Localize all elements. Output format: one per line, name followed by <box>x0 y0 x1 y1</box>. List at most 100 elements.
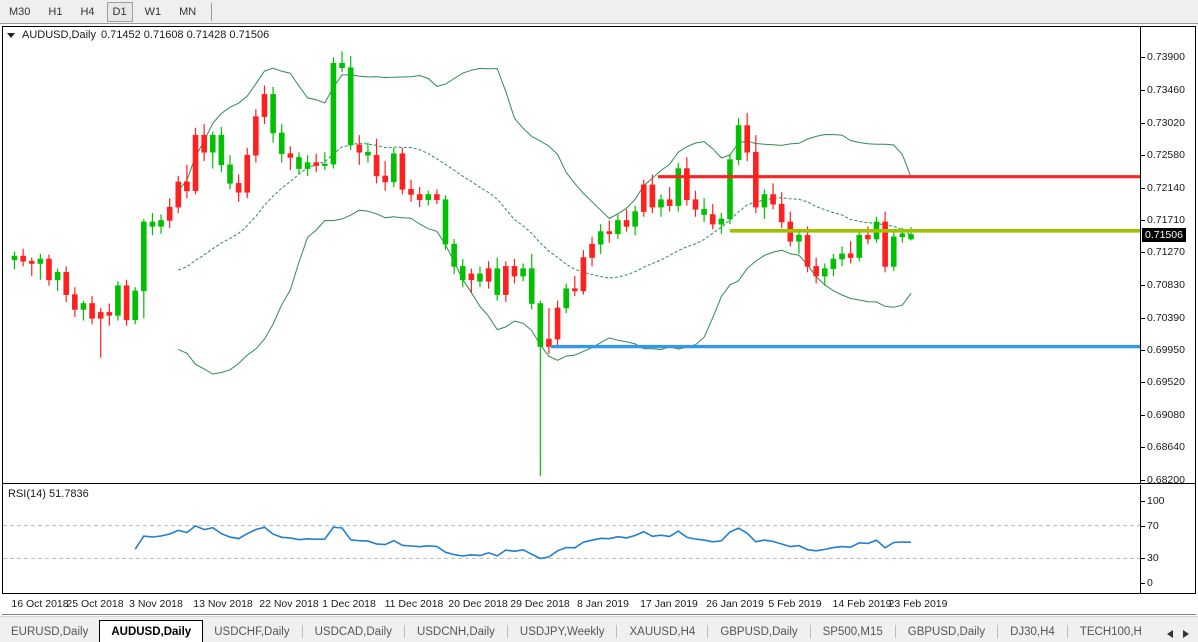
time-axis-label: 1 Dec 2018 <box>322 598 376 610</box>
price-tick <box>1141 89 1145 91</box>
symbol-tab-gbpusd-daily[interactable]: GBPUSD,Daily <box>907 625 986 638</box>
toolbar-divider <box>211 2 213 21</box>
time-axis-label: 11 Dec 2018 <box>384 598 444 610</box>
tab-divider <box>506 625 508 638</box>
rsi-axis-label: 100 <box>1147 495 1165 507</box>
rsi-axis-label: 0 <box>1147 577 1153 589</box>
symbol-tab-usdchf-daily[interactable]: USDCHF,Daily <box>214 625 290 638</box>
rsi-tick <box>1141 501 1145 502</box>
price-tick <box>1141 57 1145 59</box>
time-axis-label: 29 Dec 2018 <box>510 598 570 610</box>
symbol-tab-xauusd-h4[interactable]: XAUUSD,H4 <box>629 625 696 638</box>
timeframe-toolbar: M30 H1 H4 D1 W1 MN <box>0 0 1198 24</box>
price-axis-label: 0.69950 <box>1147 344 1185 357</box>
scroll-left-icon[interactable] <box>1167 630 1173 638</box>
price-tick <box>1141 155 1145 157</box>
time-axis-label: 23 Feb 2019 <box>888 598 948 610</box>
rsi-title-label: RSI(14) 51.7836 <box>8 488 89 500</box>
time-axis-label: 25 Oct 2018 <box>66 598 124 610</box>
bollinger-band-lower <box>178 209 912 375</box>
symbol-tab-usdcad-daily[interactable]: USDCAD,Daily <box>314 625 392 638</box>
bollinger-band-middle <box>178 142 912 279</box>
timeframe-button-h1[interactable]: H1 <box>48 5 63 18</box>
price-tick <box>1141 219 1145 221</box>
time-axis[interactable]: 16 Oct 2018 25 Oct 2018 3 Nov 2018 13 Nov 2… <box>2 595 1196 615</box>
price-tick <box>1141 382 1145 384</box>
timeframe-button-d1[interactable]: D1 <box>106 1 133 22</box>
price-tick <box>1141 447 1145 449</box>
tab-scroll-arrows[interactable] <box>1167 630 1198 642</box>
bollinger-band-upper <box>177 67 912 220</box>
tab-divider <box>301 625 303 638</box>
tab-divider <box>997 625 999 638</box>
symbol-tab-gbpusd-daily[interactable]: GBPUSD,Daily <box>720 625 798 638</box>
scroll-right-icon[interactable] <box>1183 630 1189 638</box>
time-axis-label: 5 Feb 2019 <box>768 598 822 610</box>
price-axis-label: 0.70390 <box>1147 311 1185 324</box>
symbol-tab-sp500-m15[interactable]: SP500,M15 <box>822 625 883 638</box>
symbol-tab-audusd-daily[interactable]: AUDUSD,Daily <box>99 620 204 642</box>
timeframe-button-mn[interactable]: MN <box>179 5 197 18</box>
price-tick <box>1141 252 1145 254</box>
chart-frame: AUDUSD,Daily 0.71452 0.71608 0.71428 0.7… <box>2 26 1196 594</box>
time-axis-label: 20 Dec 2018 <box>448 598 508 610</box>
time-axis-label: 26 Jan 2019 <box>706 598 764 610</box>
tab-divider <box>1066 625 1068 638</box>
chart-header: AUDUSD,Daily 0.71452 0.71608 0.71428 0.7… <box>7 29 269 41</box>
rsi-axis-label: 70 <box>1147 519 1159 532</box>
price-axis-label: 0.68200 <box>1147 474 1185 484</box>
price-tick <box>1141 350 1145 352</box>
price-tick <box>1141 317 1145 319</box>
chart-ohlc-label: 0.71452 0.71608 0.71428 0.71506 <box>100 29 270 41</box>
symbol-tab-dj30-h4[interactable]: DJ30,H4 <box>1010 625 1055 638</box>
price-axis-label: 0.68640 <box>1147 441 1185 454</box>
tab-divider <box>707 625 709 638</box>
price-tick <box>1141 480 1145 481</box>
price-tick <box>1141 122 1145 124</box>
timeframe-button-w1[interactable]: W1 <box>144 5 162 18</box>
rsi-axis: 100 70 30 0 <box>1140 485 1195 593</box>
time-axis-label: 3 Nov 2018 <box>129 598 183 610</box>
symbol-tab-tech100-h[interactable]: TECH100,H <box>1079 625 1142 638</box>
timeframe-button-h4[interactable]: H4 <box>80 5 95 18</box>
tab-divider <box>616 625 618 638</box>
price-axis[interactable]: 0.73900 0.73460 0.73020 0.72580 0.72140 0.717… <box>1140 27 1195 484</box>
time-axis-label: 8 Jan 2019 <box>577 598 629 610</box>
rsi-tick <box>1141 583 1145 584</box>
tab-divider <box>809 625 811 638</box>
rsi-plot-area[interactable] <box>3 485 1140 593</box>
symbol-tab-usdjpy-weekly[interactable]: USDJPY,Weekly <box>519 625 605 638</box>
time-axis-label: 14 Feb 2019 <box>832 598 892 610</box>
price-axis-label: 0.69080 <box>1147 408 1185 421</box>
price-axis-label: 0.73460 <box>1147 83 1185 96</box>
price-axis-label: 0.72140 <box>1147 181 1185 194</box>
timeframe-button-m30[interactable]: M30 <box>9 5 31 18</box>
price-axis-label: 0.73900 <box>1147 51 1185 64</box>
rsi-tick <box>1141 558 1145 560</box>
symbol-tab-bar: EURUSD,Daily AUDUSD,Daily USDCHF,Daily USDC… <box>0 616 1198 642</box>
symbol-tab-usdcnh-daily[interactable]: USDCNH,Daily <box>416 625 495 638</box>
price-axis-label: 0.71270 <box>1147 246 1185 259</box>
price-plot-area[interactable] <box>3 27 1140 483</box>
candlestick-series <box>11 51 914 477</box>
rsi-axis-label: 30 <box>1147 552 1159 565</box>
time-axis-label: 13 Nov 2018 <box>193 598 253 610</box>
collapse-caret-icon[interactable] <box>7 32 15 38</box>
price-axis-label: 0.72580 <box>1147 149 1185 162</box>
rsi-svg <box>3 524 1140 560</box>
price-tick <box>1141 284 1145 286</box>
tab-divider <box>403 625 405 638</box>
symbol-tab-eurusd-daily[interactable]: EURUSD,Daily <box>11 625 89 638</box>
rsi-tick <box>1141 525 1145 527</box>
time-axis-label: 17 Jan 2019 <box>640 598 698 610</box>
current-price-badge: 0.71506 <box>1142 227 1186 242</box>
rsi-line <box>134 524 912 560</box>
price-axis-label: 0.70830 <box>1147 278 1185 291</box>
time-axis-label: 16 Oct 2018 <box>11 598 69 610</box>
chart-symbol-label: AUDUSD,Daily <box>22 29 96 41</box>
price-pane[interactable]: AUDUSD,Daily 0.71452 0.71608 0.71428 0.7… <box>3 27 1195 484</box>
price-axis-label: 0.73020 <box>1147 116 1185 129</box>
price-tick <box>1141 414 1145 416</box>
rsi-pane[interactable]: RSI(14) 51.7836 100 70 30 0 <box>3 485 1195 593</box>
